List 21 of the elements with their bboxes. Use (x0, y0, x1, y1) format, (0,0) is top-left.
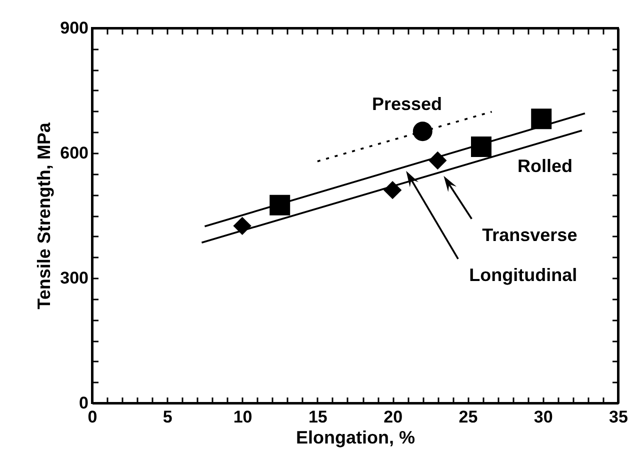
y-axis-title: Tensile Strength, MPa (34, 122, 54, 310)
x-tick-label: 15 (308, 408, 328, 426)
x-tick-label: 10 (233, 408, 252, 426)
y-tick-label: 600 (60, 144, 88, 162)
annotation: Pressed (372, 94, 442, 114)
x-tick-label: 30 (534, 408, 553, 426)
x-tick-label: 25 (458, 408, 478, 426)
x-axis-title: Elongation, % (296, 428, 415, 448)
point (531, 108, 552, 130)
point (270, 194, 290, 216)
x-tick-label: 5 (162, 408, 172, 426)
annotation: Transverse (482, 224, 578, 245)
x-tick-label: 20 (384, 408, 403, 426)
point (470, 136, 492, 157)
y-tick-label: 900 (60, 18, 88, 38)
point (412, 122, 432, 142)
y-tick-label: 300 (60, 268, 88, 288)
y-tick-label: 0 (79, 394, 88, 412)
x-tick-label: 35 (609, 408, 628, 426)
annotation: Rolled (517, 156, 573, 176)
annotation: Longitudinal (469, 264, 578, 285)
